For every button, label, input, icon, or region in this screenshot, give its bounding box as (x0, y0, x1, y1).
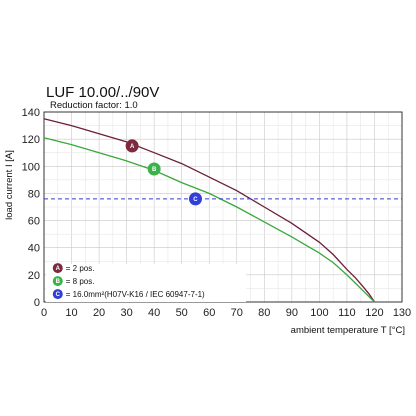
y-axis-label: load current I [A] (4, 150, 15, 220)
y-tick-label: 40 (28, 243, 40, 255)
tick-labels: 0 10 20 30 40 50 60 70 80 90 100 110 120 130 0 20 40 60 80… (22, 107, 412, 319)
y-tick-label: 60 (28, 216, 40, 228)
x-tick-label: 70 (231, 307, 243, 319)
series-marker-label: C (193, 197, 198, 203)
y-tick-label: 0 (34, 297, 40, 309)
legend-background (46, 264, 246, 302)
chart-subtitle: Reduction factor: 1.0 (50, 100, 138, 111)
y-tick-label: 120 (22, 134, 40, 146)
x-tick-label: 20 (93, 307, 105, 319)
legend-marker-B (52, 276, 63, 287)
legend-entry: = 2 pos. (66, 264, 95, 273)
x-tick-label: 120 (365, 307, 383, 319)
legend-entry: = 8 pos. (66, 277, 95, 286)
x-tick-label: 100 (310, 307, 328, 319)
legend-marker-label: A (56, 266, 61, 272)
x-tick-label: 130 (393, 307, 411, 319)
series-line-A (43, 118, 376, 303)
chart-title: LUF 10.00/../90V (46, 84, 159, 101)
x-tick-label: 0 (41, 307, 47, 319)
y-tick-label: 100 (22, 161, 40, 173)
x-tick-label: 110 (338, 307, 356, 319)
series-marker-C (188, 192, 202, 206)
legend-marker-label: C (56, 292, 61, 298)
x-tick-label: 30 (120, 307, 132, 319)
x-tick-label: 50 (176, 307, 188, 319)
y-tick-label: 140 (22, 107, 40, 119)
series-marker-label: A (130, 144, 135, 150)
y-tick-label: 20 (28, 270, 40, 282)
legend-marker-A (52, 263, 63, 274)
series-line-B (43, 137, 375, 303)
legend: A = 2 pos. B = 8 pos. C = 16.0mm²(H07V-K16 / … (46, 263, 246, 302)
series-marker-A (125, 139, 139, 153)
x-tick-label: 40 (148, 307, 160, 319)
series: A B C (43, 118, 402, 303)
y-tick-label: 80 (28, 188, 40, 200)
legend-marker-C (52, 289, 63, 300)
x-tick-label: 90 (286, 307, 298, 319)
x-tick-label: 80 (258, 307, 270, 319)
legend-marker-label: B (56, 279, 61, 285)
series-marker-label: B (152, 167, 157, 173)
legend-entry: = 16.0mm²(H07V-K16 / IEC 60947-7-1) (66, 290, 205, 299)
x-tick-label: 60 (203, 307, 215, 319)
x-axis-label: ambient temperature T [°C] (291, 325, 405, 336)
x-tick-label: 10 (65, 307, 77, 319)
series-marker-B (147, 162, 161, 176)
